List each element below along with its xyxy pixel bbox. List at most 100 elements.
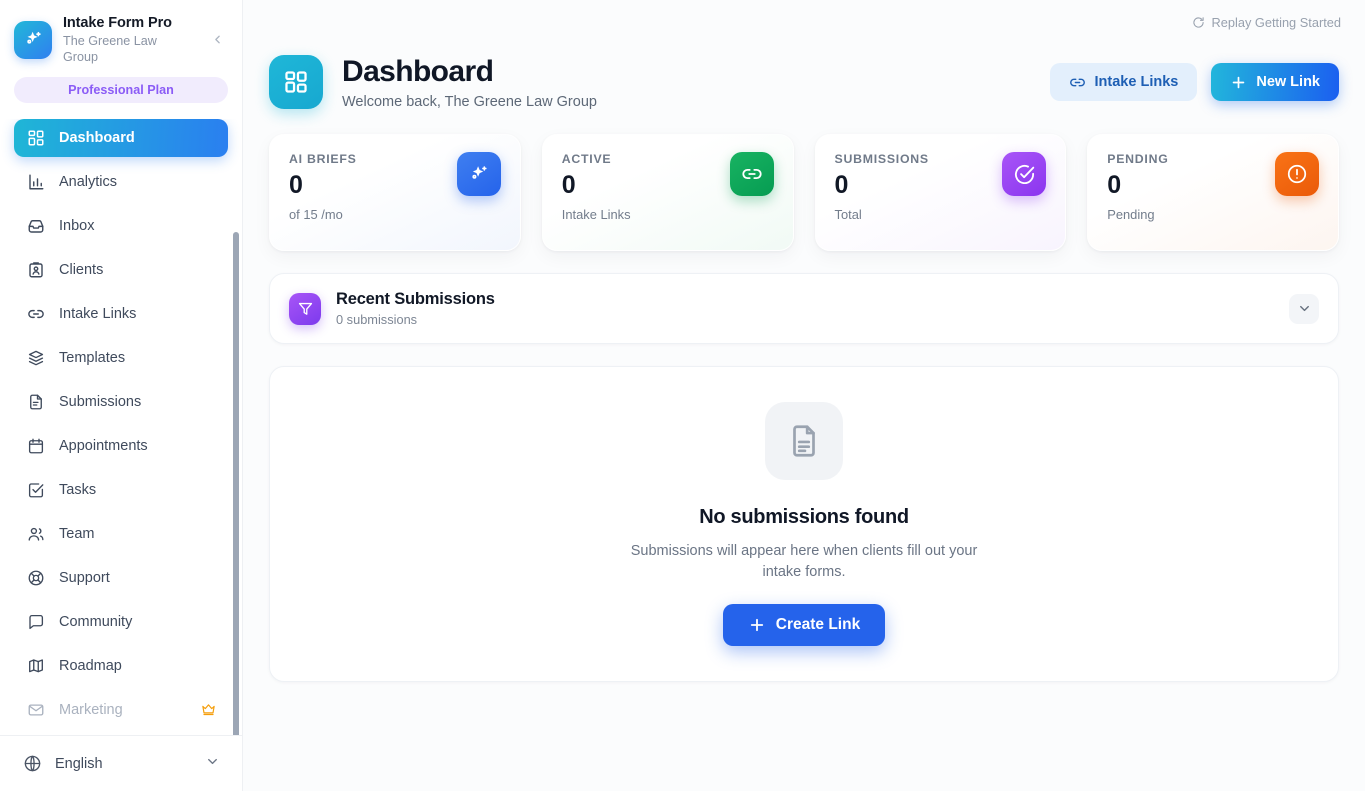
brand-subtitle: The Greene Law Group xyxy=(63,34,157,65)
sidebar-item-analytics[interactable]: Analytics xyxy=(14,163,228,201)
page-title: Dashboard xyxy=(342,54,494,88)
sidebar-item-label: Inbox xyxy=(59,217,95,234)
page-subtitle: Welcome back, The Greene Law Group xyxy=(342,93,597,110)
sidebar-item-marketing[interactable]: Marketing xyxy=(14,691,228,729)
globe-icon xyxy=(22,754,42,774)
link-icon xyxy=(26,304,46,324)
lifebuoy-icon xyxy=(26,568,46,588)
new-link-button[interactable]: New Link xyxy=(1211,63,1339,101)
stat-card-ai-briefs[interactable]: AI BRIEFS 0 of 15 /mo xyxy=(269,134,521,251)
sidebar-item-label: Tasks xyxy=(59,481,97,498)
sidebar-item-support[interactable]: Support xyxy=(14,559,228,597)
recent-submissions-count: 0 submissions xyxy=(336,312,418,327)
page-header-text: Dashboard Welcome back, The Greene Law G… xyxy=(342,55,1050,110)
recent-submissions-text: Recent Submissions 0 submissions xyxy=(336,290,1289,327)
intake-links-label: Intake Links xyxy=(1094,74,1179,90)
sidebar-item-label: Community xyxy=(59,613,133,630)
sidebar-item-label: Analytics xyxy=(59,173,118,190)
plus-icon xyxy=(1233,76,1245,88)
stat-value: 0 xyxy=(561,171,576,199)
stat-card-active[interactable]: ACTIVE 0 Intake Links xyxy=(541,134,794,251)
stats-row: AI BRIEFS 0 of 15 /mo ACTIVE 0 Intake Li… xyxy=(243,120,1365,251)
sidebar-item-templates[interactable]: Templates xyxy=(14,339,228,377)
sidebar-scrollbar[interactable] xyxy=(233,231,239,735)
stat-value: 0 xyxy=(834,171,849,199)
stat-card-pending[interactable]: PENDING 0 Pending xyxy=(1087,134,1339,251)
stat-note: Total xyxy=(834,207,862,223)
replay-getting-started-button[interactable]: Replay Getting Started xyxy=(1192,15,1341,30)
language-label: English xyxy=(55,755,103,772)
new-link-label: New Link xyxy=(1256,74,1320,90)
inbox-icon xyxy=(26,216,46,236)
sidebar-item-label: Team xyxy=(59,525,95,542)
stat-note: of 15 /mo xyxy=(289,207,343,223)
brand-header: Intake Form Pro The Greene Law Group xyxy=(0,0,242,66)
sidebar-item-clients[interactable]: Clients xyxy=(14,251,228,289)
sidebar-item-label: Marketing xyxy=(59,701,123,718)
empty-state-description: Submissions will appear here when client… xyxy=(630,542,978,580)
sidebar-item-label: Submissions xyxy=(59,393,142,410)
sidebar: Intake Form Pro The Greene Law Group Pro… xyxy=(0,0,243,791)
stat-text: PENDING 0 Pending xyxy=(1107,152,1168,222)
stat-label: SUBMISSIONS xyxy=(834,152,929,166)
recent-submissions-toggle[interactable] xyxy=(1289,293,1319,324)
language-selector[interactable]: English xyxy=(0,735,242,791)
main-content: Replay Getting Started Dashboard Welcome… xyxy=(243,0,1365,791)
link-icon xyxy=(729,152,774,196)
map-icon xyxy=(26,656,46,676)
recent-submissions-header: Recent Submissions 0 submissions xyxy=(270,274,1338,343)
layers-icon xyxy=(26,348,46,368)
sidebar-nav: Dashboard Analytics Inbox Clients xyxy=(0,118,242,735)
top-bar: Replay Getting Started xyxy=(243,0,1365,44)
sidebar-item-dashboard[interactable]: Dashboard xyxy=(14,118,228,157)
sidebar-collapse-button[interactable] xyxy=(206,29,228,51)
chevron-down-icon xyxy=(205,754,220,774)
sidebar-item-label: Support xyxy=(59,569,110,586)
sidebar-item-community[interactable]: Community xyxy=(14,603,228,641)
sidebar-item-appointments[interactable]: Appointments xyxy=(14,427,228,465)
sidebar-item-label: Roadmap xyxy=(59,657,122,674)
sidebar-item-inbox[interactable]: Inbox xyxy=(14,207,228,245)
stat-label: ACTIVE xyxy=(561,152,612,166)
plan-badge: Professional Plan xyxy=(14,76,228,103)
stat-text: ACTIVE 0 Intake Links xyxy=(562,152,631,222)
empty-state-title: No submissions found xyxy=(699,505,909,528)
recent-submissions-panel: Recent Submissions 0 submissions xyxy=(269,273,1339,344)
alert-circle-icon xyxy=(1275,152,1319,196)
create-link-button[interactable]: Create Link xyxy=(722,604,886,647)
create-link-label: Create Link xyxy=(775,616,861,634)
sidebar-item-submissions[interactable]: Submissions xyxy=(14,383,228,421)
brand-title: Intake Form Pro xyxy=(63,15,172,31)
users-icon xyxy=(26,524,46,544)
plus-icon xyxy=(750,618,763,632)
sidebar-item-label: Appointments xyxy=(59,437,148,454)
sidebar-item-label: Templates xyxy=(59,349,126,366)
sidebar-item-roadmap[interactable]: Roadmap xyxy=(14,647,228,685)
calendar-icon xyxy=(26,436,46,456)
header-actions: Intake Links New Link xyxy=(1049,63,1339,101)
sidebar-item-tasks[interactable]: Tasks xyxy=(14,471,228,509)
link-icon xyxy=(1069,78,1085,86)
check-square-icon xyxy=(26,480,46,500)
empty-state-panel: No submissions found Submissions will ap… xyxy=(269,366,1339,682)
id-badge-icon xyxy=(26,260,46,280)
stat-label: PENDING xyxy=(1107,152,1169,166)
stat-card-submissions[interactable]: SUBMISSIONS 0 Total xyxy=(814,134,1067,251)
chevron-left-icon xyxy=(214,36,220,44)
chevron-down-icon xyxy=(1299,305,1309,312)
stat-label: AI BRIEFS xyxy=(289,152,357,166)
app-logo-icon xyxy=(14,20,52,59)
page-header: Dashboard Welcome back, The Greene Law G… xyxy=(243,44,1365,120)
grid-icon xyxy=(26,128,46,148)
stat-text: AI BRIEFS 0 of 15 /mo xyxy=(289,152,357,222)
brand-text: Intake Form Pro The Greene Law Group xyxy=(63,14,195,66)
stat-note: Pending xyxy=(1107,207,1155,223)
envelope-icon xyxy=(26,700,46,720)
document-lines-icon xyxy=(765,401,843,480)
sidebar-item-intake-links[interactable]: Intake Links xyxy=(14,295,228,333)
filter-icon xyxy=(289,292,321,325)
intake-links-button[interactable]: Intake Links xyxy=(1049,63,1198,101)
sidebar-item-team[interactable]: Team xyxy=(14,515,228,553)
crown-icon xyxy=(201,702,216,717)
stat-value: 0 xyxy=(289,171,303,199)
